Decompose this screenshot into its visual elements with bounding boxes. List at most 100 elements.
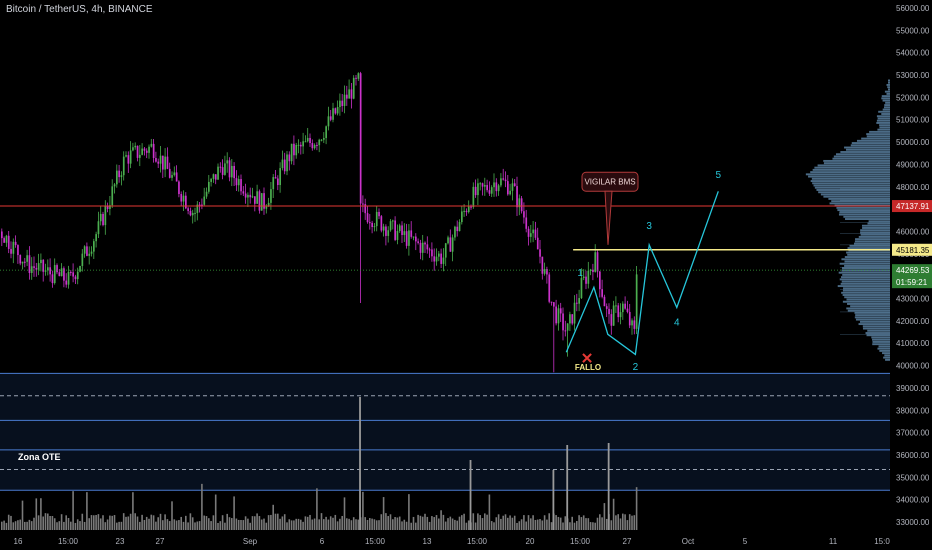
wave-projection[interactable]: 1 2 3 4 5 — [565, 170, 721, 373]
volume-bar — [249, 522, 251, 530]
profile-bar — [837, 285, 890, 288]
time-axis[interactable]: 16 15:00 23 27 Sep 6 15:00 13 15:00 20 15:00 27 Oct 5… — [14, 537, 891, 546]
volume-spike — [552, 470, 555, 530]
volume-bar — [599, 514, 601, 530]
volume-bar — [509, 515, 511, 530]
candle-body — [486, 185, 488, 191]
candle-body — [382, 226, 385, 231]
volume-bar — [513, 515, 516, 530]
candle-body — [251, 196, 254, 198]
volume-bar — [251, 516, 254, 530]
volume-bar — [42, 516, 44, 530]
candle-body — [564, 330, 567, 332]
volume-bar — [196, 521, 199, 530]
fail-mark: ✕ — [581, 350, 594, 367]
candle-body — [392, 220, 394, 222]
wave-label: 4 — [674, 317, 680, 328]
candle-body — [196, 204, 199, 213]
volume-bar — [171, 501, 173, 530]
profile-bar — [854, 316, 890, 319]
candle-body — [297, 144, 300, 146]
candle-body — [221, 167, 224, 175]
candle-body — [19, 255, 22, 264]
volume-bar — [378, 520, 380, 530]
candle-body — [113, 184, 116, 187]
candle-body — [412, 236, 415, 238]
candle-body — [401, 225, 403, 235]
volume-bar — [426, 516, 429, 530]
profile-bar — [846, 298, 890, 301]
volume-bar — [375, 520, 378, 530]
candle-body — [208, 181, 210, 192]
volume-bar — [412, 516, 415, 530]
profile-bar — [812, 182, 890, 185]
volume-bar — [116, 522, 118, 530]
volume-bar — [189, 513, 192, 530]
volume-bar — [109, 515, 111, 530]
volume-bar — [369, 518, 371, 530]
profile-bar — [861, 224, 890, 227]
candle-body — [210, 178, 212, 182]
volume-bar — [536, 519, 539, 530]
profile-bar — [860, 231, 890, 234]
candle-body — [205, 191, 208, 197]
candle-body — [152, 143, 155, 159]
candle-body — [484, 185, 486, 187]
profile-bar — [846, 307, 890, 310]
profile-bar — [838, 213, 890, 216]
candle-body — [458, 222, 461, 232]
volume-bar — [58, 521, 61, 530]
profile-bar — [871, 336, 890, 339]
profile-bar — [855, 318, 890, 321]
candle-body — [539, 249, 541, 257]
profile-bar — [845, 218, 890, 221]
profile-bar — [866, 133, 890, 136]
candle-body — [435, 256, 438, 262]
volume-bar — [467, 520, 470, 530]
candles[interactable] — [1, 71, 638, 373]
candle-body — [74, 276, 77, 280]
volume-bar — [217, 522, 219, 530]
profile-bar — [854, 240, 890, 243]
candle-body — [198, 204, 201, 206]
candle-body — [40, 259, 42, 264]
profile-bar — [877, 117, 890, 120]
candle-body — [180, 194, 183, 202]
price-levels[interactable] — [0, 205, 890, 271]
volume-bar — [226, 513, 228, 530]
price-axis[interactable]: 56000.00 55000.00 54000.00 53000.00 52000.00… — [890, 0, 932, 550]
candle-body — [346, 94, 348, 99]
volume-bar — [438, 518, 440, 530]
profile-bar — [882, 352, 890, 355]
volume-bar — [329, 516, 332, 530]
candle-body — [444, 243, 447, 258]
candle-body — [70, 271, 72, 273]
candle-body — [17, 245, 19, 256]
volume-bar — [562, 522, 564, 530]
candle-body — [155, 158, 157, 162]
candle-body — [258, 191, 261, 211]
profile-bar — [841, 276, 890, 279]
volume-bar — [122, 513, 125, 530]
volume-bar — [444, 521, 447, 530]
volume-bar — [247, 518, 249, 530]
profile-bar — [888, 79, 890, 82]
profile-bar — [847, 309, 890, 312]
profile-bar — [847, 247, 890, 250]
candle-body — [530, 233, 532, 237]
candle-body — [1, 231, 3, 239]
y-tick-label: 41000.00 — [896, 339, 930, 348]
candle-body — [53, 265, 56, 284]
candle-body — [217, 166, 219, 180]
volume-bar — [387, 516, 389, 530]
candle-body — [366, 213, 369, 223]
candle-body — [270, 189, 272, 203]
candle-body — [589, 269, 592, 271]
candle-body — [290, 143, 293, 162]
profile-bar — [881, 95, 890, 98]
volume-bar — [472, 513, 475, 530]
candle-body — [60, 268, 63, 277]
volume-bar — [520, 519, 523, 530]
volume-bar — [336, 521, 339, 530]
